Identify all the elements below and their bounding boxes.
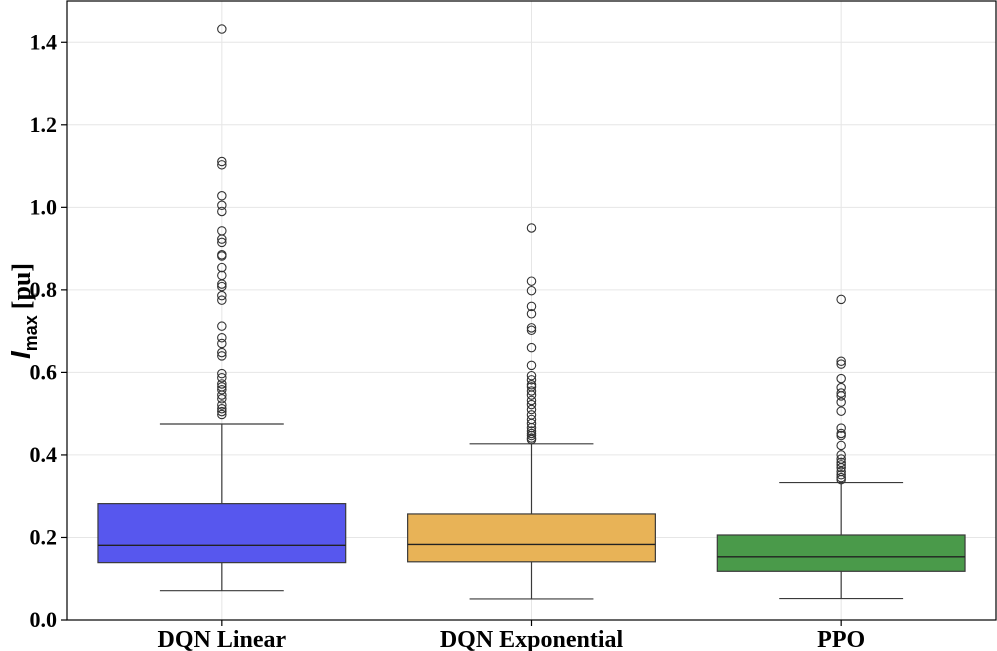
outlier-point xyxy=(217,262,227,273)
outlier-point xyxy=(217,321,227,331)
y-tick-label: 1.0 xyxy=(30,194,58,219)
x-tick-label: PPO xyxy=(817,627,865,651)
y-tick-label: 0.8 xyxy=(30,277,58,302)
iqr-box xyxy=(97,503,347,564)
outlier-point xyxy=(836,373,846,384)
outlier-point xyxy=(526,325,537,336)
outlier-point xyxy=(217,234,227,244)
outlier-point xyxy=(526,404,537,415)
outlier-point xyxy=(836,423,846,433)
outlier-point xyxy=(217,191,227,201)
outlier-point xyxy=(217,160,227,170)
outlier-point xyxy=(217,394,227,404)
outlier-point xyxy=(217,409,227,420)
outlier-point xyxy=(526,418,537,429)
y-tick-label: 0.6 xyxy=(30,359,58,384)
outlier-point xyxy=(836,359,846,369)
outlier-point xyxy=(217,295,227,305)
outlier-point xyxy=(217,347,227,358)
outlier-point xyxy=(836,430,846,441)
outlier-point xyxy=(836,460,846,470)
outlier-point xyxy=(836,450,846,460)
outlier-point xyxy=(836,397,846,407)
outlier-point xyxy=(836,391,846,401)
outlier-point xyxy=(217,338,227,349)
outlier-point xyxy=(217,351,227,361)
outlier-point xyxy=(217,403,227,414)
outlier-point xyxy=(836,469,846,480)
y-tick-label: 1.4 xyxy=(30,29,58,54)
outlier-point xyxy=(526,342,537,353)
outlier-point xyxy=(526,323,537,333)
y-tick-label: 1.2 xyxy=(30,112,58,137)
outlier-point xyxy=(526,395,537,406)
box-group xyxy=(716,294,966,600)
outlier-point xyxy=(526,223,537,233)
box-group xyxy=(407,223,656,600)
outlier-point xyxy=(836,440,846,451)
outlier-point xyxy=(836,406,846,416)
outlier-point xyxy=(217,206,227,217)
outlier-point xyxy=(526,422,537,433)
outlier-point xyxy=(836,462,846,473)
outlier-point xyxy=(526,370,537,381)
outlier-point xyxy=(217,390,227,400)
outlier-point xyxy=(526,399,537,410)
axes: 0.0 0.2 0.4 0.6 0.8 1.0 1.2 1.4 DQN Linear DQN Ex… xyxy=(30,29,866,651)
outlier-point xyxy=(526,360,537,371)
outlier-point xyxy=(526,434,537,445)
outlier-point xyxy=(217,237,227,248)
y-tick-label: 0.4 xyxy=(30,442,58,467)
y-tick-label: 0.0 xyxy=(30,607,58,632)
outlier-point xyxy=(217,251,227,261)
x-tick-label: DQN Exponential xyxy=(440,627,624,651)
outlier-point xyxy=(836,474,846,485)
outlier-point xyxy=(217,281,227,292)
outlier-point xyxy=(836,356,846,367)
outlier-point xyxy=(526,276,537,286)
outlier-point xyxy=(217,379,227,389)
outlier-point xyxy=(526,309,537,319)
iqr-box xyxy=(716,534,966,572)
outlier-point xyxy=(217,24,227,34)
y-tick-label: 0.2 xyxy=(30,524,58,549)
outlier-point xyxy=(217,279,227,289)
outlier-point xyxy=(217,200,227,211)
outlier-point xyxy=(526,390,537,400)
outlier-point xyxy=(217,368,227,379)
outlier-point xyxy=(836,457,846,468)
y-axis-title: Imax[pu] xyxy=(5,263,41,359)
outlier-point xyxy=(217,384,227,395)
outlier-point xyxy=(217,373,227,383)
outlier-point xyxy=(526,285,537,296)
outlier-point xyxy=(526,430,537,441)
box-group xyxy=(97,24,347,592)
outlier-point xyxy=(836,388,846,398)
outlier-point xyxy=(217,290,227,301)
outlier-point xyxy=(836,294,846,305)
x-tick-label: DQN Linear xyxy=(157,627,286,651)
outlier-point xyxy=(526,386,537,396)
outlier-point xyxy=(217,156,227,167)
outlier-point xyxy=(526,375,537,385)
outlier-point xyxy=(217,400,227,410)
outlier-point xyxy=(526,301,537,312)
iqr-box xyxy=(407,513,656,563)
box-plot-series xyxy=(97,24,966,600)
outlier-point xyxy=(217,406,227,417)
outlier-point xyxy=(217,332,227,343)
